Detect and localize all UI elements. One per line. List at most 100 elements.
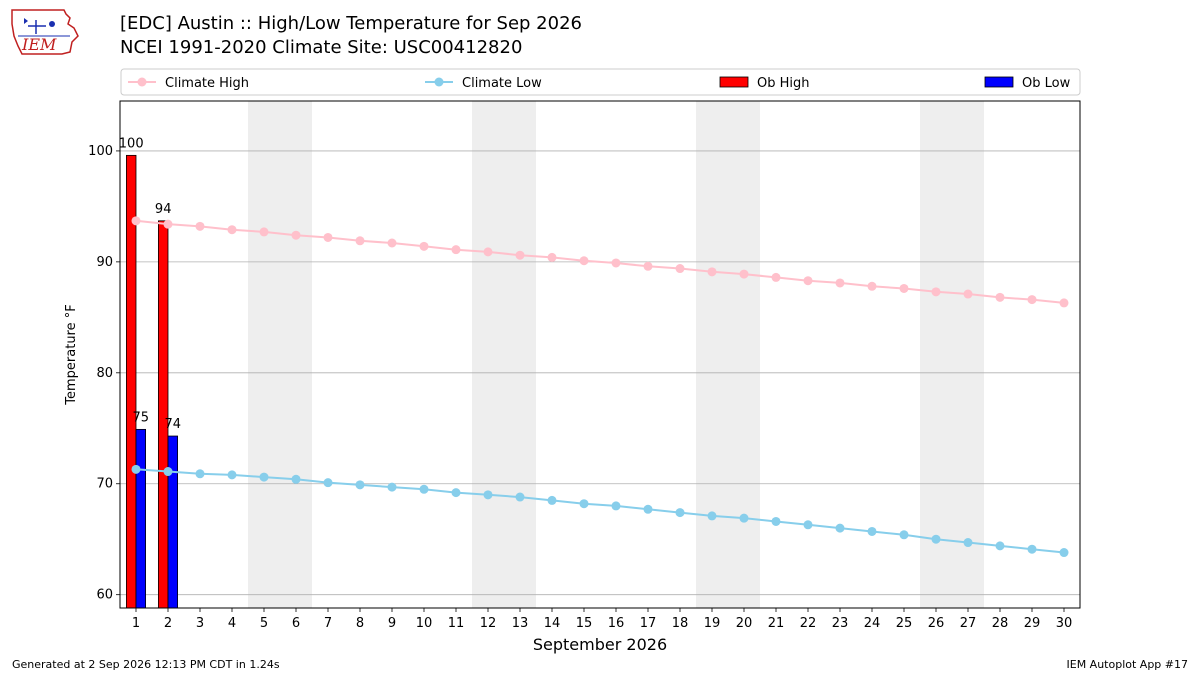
- weekend-band: [920, 101, 984, 608]
- legend-label: Climate Low: [462, 76, 542, 91]
- climate-low-point: [259, 472, 269, 482]
- x-tick-label: 28: [992, 616, 1009, 631]
- climate-high-point: [675, 264, 685, 274]
- x-tick-label: 20: [736, 616, 753, 631]
- x-tick-label: 12: [480, 616, 497, 631]
- x-tick-label: 10: [416, 616, 433, 631]
- climate-low-point: [835, 523, 845, 533]
- climate-high-point: [579, 256, 589, 266]
- legend-label: Climate High: [165, 76, 249, 91]
- climate-high-point: [803, 276, 813, 286]
- legend-swatch-bar: [719, 76, 749, 88]
- climate-high-point: [643, 261, 653, 271]
- climate-low-point: [963, 538, 973, 548]
- x-tick-label: 6: [292, 616, 300, 631]
- climate-high-point: [451, 245, 461, 255]
- climate-high-point: [163, 219, 173, 229]
- climate-high-point: [707, 267, 717, 277]
- climate-high-point: [227, 225, 237, 235]
- x-tick-label: 8: [356, 616, 364, 631]
- climate-high-point: [867, 281, 877, 291]
- x-tick-label: 16: [608, 616, 625, 631]
- weekend-band: [696, 101, 760, 608]
- ob-low-bar: [135, 428, 147, 609]
- y-tick-label: 100: [88, 144, 113, 159]
- x-tick-label: 14: [544, 616, 561, 631]
- legend-swatch-marker: [137, 77, 147, 87]
- climate-low-point: [867, 526, 877, 536]
- climate-low-point: [451, 488, 461, 498]
- climate-low-point: [1027, 544, 1037, 554]
- iem-logo-icon: IEM: [11, 9, 79, 55]
- climate-high-point: [259, 227, 269, 237]
- climate-low-point: [387, 482, 397, 492]
- ob-high-label: 100: [119, 136, 144, 151]
- x-tick-label: 24: [864, 616, 881, 631]
- x-tick-label: 21: [768, 616, 785, 631]
- legend-label: Ob Low: [1022, 76, 1071, 91]
- climate-low-point: [355, 480, 365, 490]
- climate-low-point: [707, 511, 717, 521]
- climate-low-point: [579, 499, 589, 509]
- ob-low-label: 75: [133, 410, 150, 425]
- climate-low-point: [323, 478, 333, 488]
- legend-swatch-marker: [434, 77, 444, 87]
- climate-low-point: [547, 495, 557, 505]
- y-axis-label: Temperature °F: [64, 304, 79, 405]
- x-tick-label: 7: [324, 616, 332, 631]
- climate-low-point: [163, 467, 173, 477]
- y-tick-label: 90: [96, 255, 113, 270]
- climate-low-line: [135, 468, 1065, 554]
- legend-label: Ob High: [757, 76, 810, 91]
- climate-high-point: [483, 247, 493, 257]
- x-tick-label: 22: [800, 616, 817, 631]
- climate-high-point: [739, 269, 749, 279]
- x-tick-label: 13: [512, 616, 529, 631]
- climate-low-point: [675, 508, 685, 518]
- y-tick-label: 70: [96, 477, 113, 492]
- climate-high-point: [771, 272, 781, 282]
- climate-low-point: [483, 490, 493, 500]
- generated-timestamp: Generated at 2 Sep 2026 12:13 PM CDT in …: [12, 658, 280, 671]
- ob-low-label: 74: [165, 417, 182, 432]
- x-tick-label: 18: [672, 616, 689, 631]
- chart-title: [EDC] Austin :: High/Low Temperature for…: [120, 13, 582, 34]
- chart-subtitle: NCEI 1991-2020 Climate Site: USC00412820: [120, 37, 523, 58]
- x-tick-label: 23: [832, 616, 849, 631]
- x-tick-label: 26: [928, 616, 945, 631]
- x-tick-label: 30: [1056, 616, 1073, 631]
- climate-low-point: [1059, 548, 1069, 558]
- climate-high-point: [291, 230, 301, 240]
- x-tick-label: 11: [448, 616, 465, 631]
- x-tick-label: 29: [1024, 616, 1041, 631]
- climate-high-point: [899, 283, 909, 293]
- climate-low-point: [931, 534, 941, 544]
- weekend-band: [248, 101, 312, 608]
- climate-low-point: [611, 501, 621, 511]
- climate-low-point: [995, 541, 1005, 551]
- x-tick-label: 9: [388, 616, 396, 631]
- climate-low-point: [771, 516, 781, 526]
- climate-low-point: [899, 530, 909, 540]
- y-tick-label: 80: [96, 366, 113, 381]
- climate-high-point: [387, 238, 397, 248]
- x-tick-label: 1: [132, 616, 140, 631]
- climate-high-point: [323, 232, 333, 242]
- climate-high-point: [835, 278, 845, 288]
- x-tick-label: 2: [164, 616, 172, 631]
- climate-high-point: [931, 287, 941, 297]
- climate-low-point: [739, 513, 749, 523]
- logo-text: IEM: [21, 35, 57, 54]
- x-axis-label: September 2026: [533, 635, 667, 654]
- climate-low-point: [227, 470, 237, 480]
- x-tick-label: 4: [228, 616, 236, 631]
- climate-low-point: [803, 520, 813, 530]
- legend-swatch-bar: [984, 76, 1014, 88]
- climate-high-point: [1059, 298, 1069, 308]
- climate-high-point: [515, 250, 525, 260]
- x-tick-label: 19: [704, 616, 721, 631]
- climate-low-point: [419, 484, 429, 494]
- climate-high-point: [963, 289, 973, 299]
- ob-high-label: 94: [155, 202, 172, 217]
